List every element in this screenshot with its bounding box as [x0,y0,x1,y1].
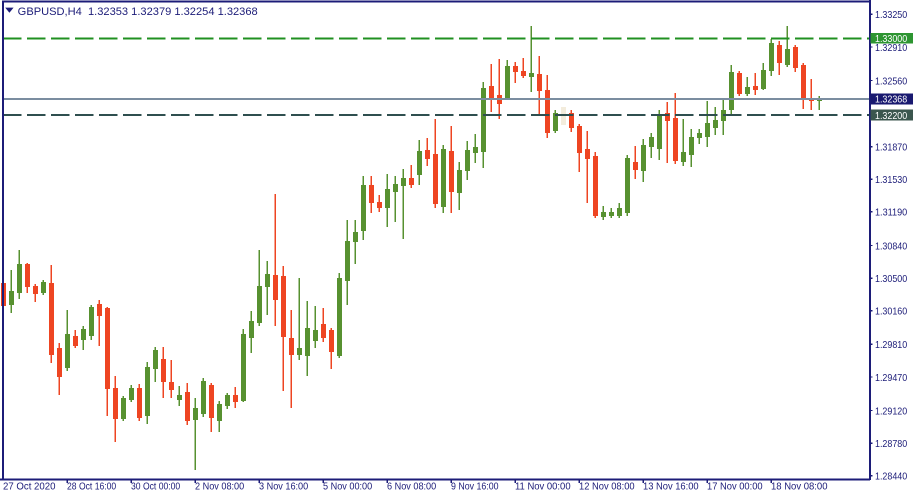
svg-text:1.30840: 1.30840 [875,241,907,252]
svg-text:1.33000: 1.33000 [875,34,907,45]
svg-text:11 Nov 00:00: 11 Nov 00:00 [515,482,571,493]
svg-text:1.32200: 1.32200 [875,111,907,122]
svg-text:1.31190: 1.31190 [875,208,907,219]
svg-text:9 Nov 16:00: 9 Nov 16:00 [451,482,499,493]
svg-text:1.31870: 1.31870 [875,143,907,154]
svg-text:1.29810: 1.29810 [875,340,907,351]
svg-text:1.31530: 1.31530 [875,175,907,186]
svg-text:1.32368: 1.32368 [875,95,907,106]
svg-text:1.32560: 1.32560 [875,76,907,87]
svg-text:2 Nov 08:00: 2 Nov 08:00 [195,482,244,493]
svg-text:30 Oct 00:00: 30 Oct 00:00 [131,482,180,493]
svg-text:28 Oct 16:00: 28 Oct 16:00 [67,482,116,493]
svg-text:1.30160: 1.30160 [875,307,907,318]
svg-text:27 Oct 2020: 27 Oct 2020 [3,482,56,493]
svg-text:13 Nov 16:00: 13 Nov 16:00 [643,482,699,493]
svg-text:5 Nov 00:00: 5 Nov 00:00 [323,482,372,493]
svg-text:1.33250: 1.33250 [875,10,907,21]
svg-text:18 Nov 08:00: 18 Nov 08:00 [771,482,828,493]
svg-text:12 Nov 08:00: 12 Nov 08:00 [579,482,635,493]
svg-text:1.32910: 1.32910 [875,43,907,54]
svg-text:17 Nov 00:00: 17 Nov 00:00 [707,482,763,493]
svg-text:1.29470: 1.29470 [875,373,907,384]
svg-text:3 Nov 16:00: 3 Nov 16:00 [259,482,308,493]
svg-text:1.30500: 1.30500 [875,274,907,285]
svg-text:1.28440: 1.28440 [875,472,907,483]
svg-text:1.29120: 1.29120 [875,406,907,417]
svg-text:GBPUSD,H4 1.32353 1.32379 1.3: GBPUSD,H4 1.32353 1.32379 1.32254 1.3236… [18,6,258,18]
svg-text:6 Nov 08:00: 6 Nov 08:00 [387,482,436,493]
svg-text:1.28780: 1.28780 [875,439,907,450]
